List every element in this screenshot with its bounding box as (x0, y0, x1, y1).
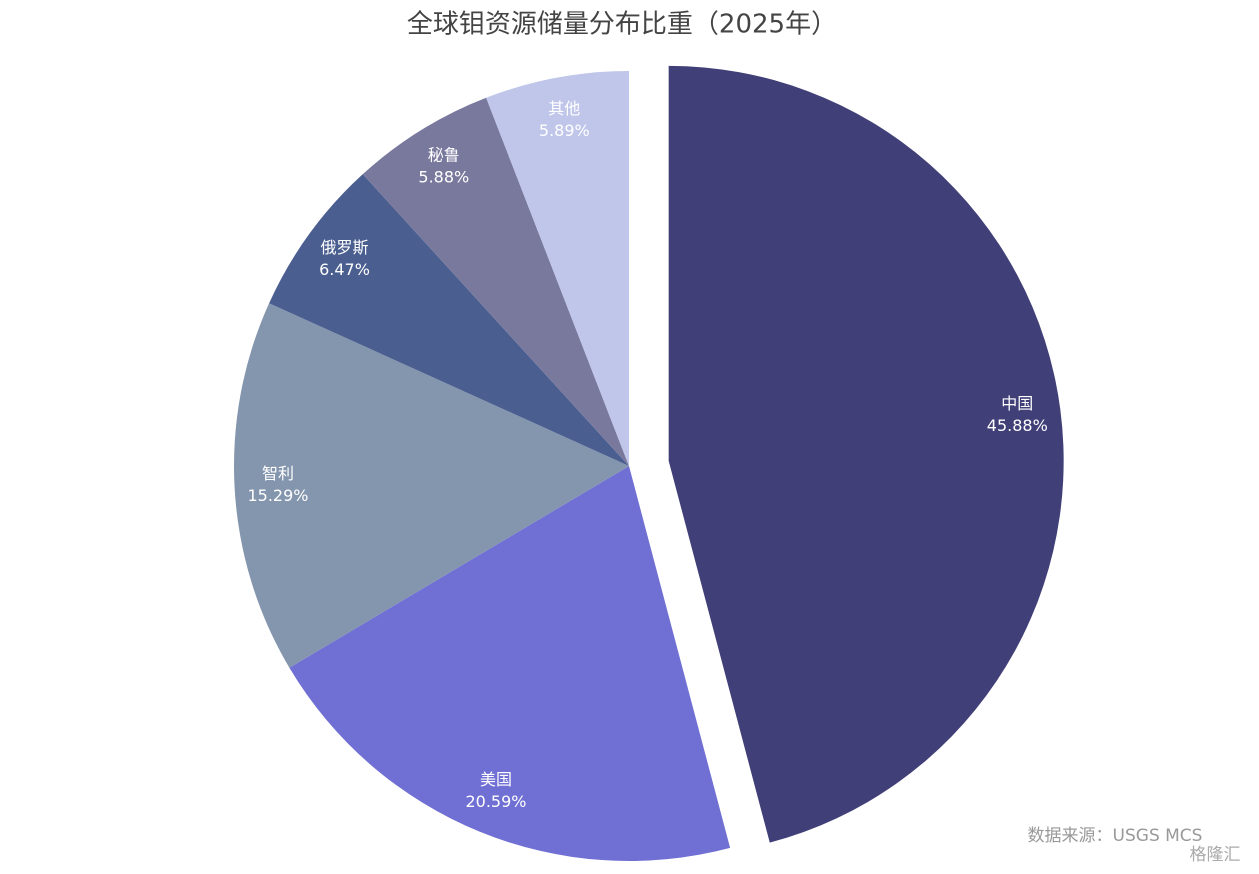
pie-slice (362, 97, 629, 467)
value-label: 15.29% (247, 486, 308, 505)
pie-slice (486, 71, 629, 466)
pie-slice (269, 174, 629, 467)
slice-label: 俄罗斯 (321, 238, 369, 257)
pie-slice (289, 466, 731, 861)
slice-label: 美国 (480, 770, 512, 789)
value-label: 20.59% (465, 792, 526, 811)
value-label: 5.88% (418, 168, 469, 187)
value-label: 6.47% (319, 260, 370, 279)
pie-slice (234, 303, 630, 668)
slice-label: 智利 (262, 464, 294, 483)
value-label: 45.88% (987, 416, 1048, 435)
slice-label: 秘鲁 (428, 146, 460, 165)
source: 数据来源：USGS MCS (1028, 826, 1203, 846)
slice-label: 其他 (548, 99, 580, 118)
slice-label: 中国 (1001, 394, 1033, 413)
value-label: 5.89% (539, 121, 590, 140)
pie-slice (668, 65, 1064, 843)
chart-title: 全球钼资源储量分布比重（2025年） (407, 10, 837, 40)
watermark: 格隆汇 (1190, 845, 1241, 865)
